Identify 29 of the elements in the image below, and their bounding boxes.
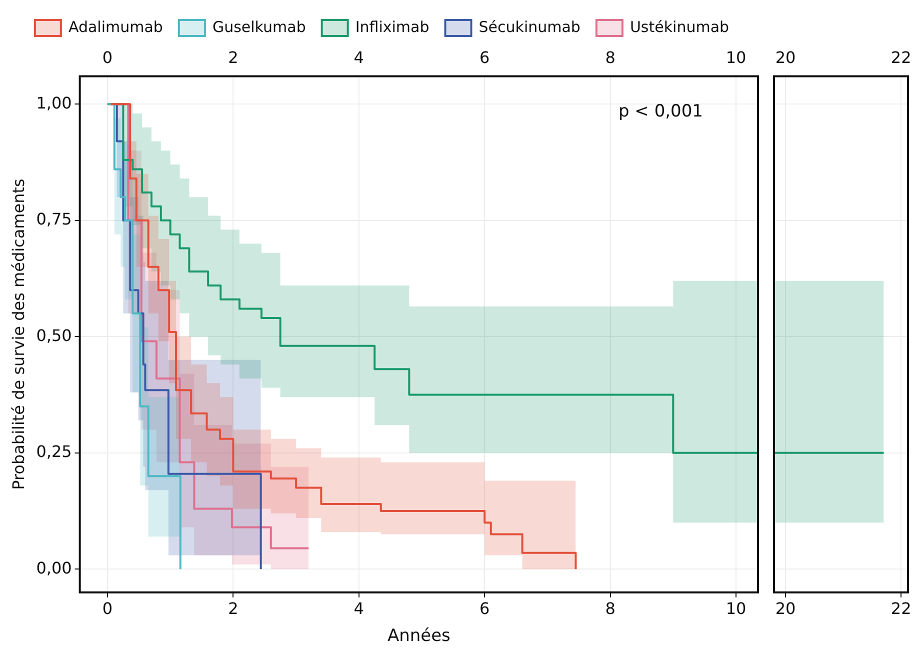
- x2-tick-label: 22: [890, 48, 912, 67]
- y-tick-label: 0,50: [36, 326, 72, 345]
- x-tick-label: 4: [354, 599, 364, 618]
- x-tick-label: 8: [605, 599, 616, 618]
- x-tick-label: 0: [102, 599, 113, 618]
- x2-tick-label: 10: [726, 48, 746, 67]
- y-tick-label: 0,25: [36, 442, 72, 462]
- x2-tick-label: 4: [354, 48, 364, 67]
- legend-label: Infliximab: [355, 18, 430, 36]
- x2-tick-label: 20: [775, 48, 796, 67]
- legend-label: Ustékinumab: [630, 18, 730, 36]
- x-tick-label: 22: [890, 599, 912, 618]
- x-axis-title: Années: [387, 626, 451, 646]
- legend-label: Guselkumab: [212, 18, 306, 36]
- x2-tick-label: 6: [480, 48, 490, 67]
- legend-label: Adalimumab: [68, 18, 163, 36]
- x2-tick-label: 0: [102, 48, 113, 67]
- x2-tick-label: 8: [605, 48, 616, 67]
- annotation: p < 0,001: [618, 102, 703, 122]
- x-tick-label: 2: [228, 599, 238, 618]
- x2-tick-label: 2: [228, 48, 238, 67]
- y-axis-title: Probabilité de survie des médicaments: [8, 178, 28, 490]
- y-tick-label: 0,00: [36, 558, 72, 578]
- y-tick-label: 1,00: [36, 93, 72, 112]
- x-tick-label: 6: [480, 599, 490, 618]
- x-tick-label: 10: [726, 599, 746, 618]
- legend-label: Sécukinumab: [478, 18, 580, 36]
- x-tick-label: 20: [775, 599, 796, 618]
- y-tick-label: 0,75: [36, 210, 72, 229]
